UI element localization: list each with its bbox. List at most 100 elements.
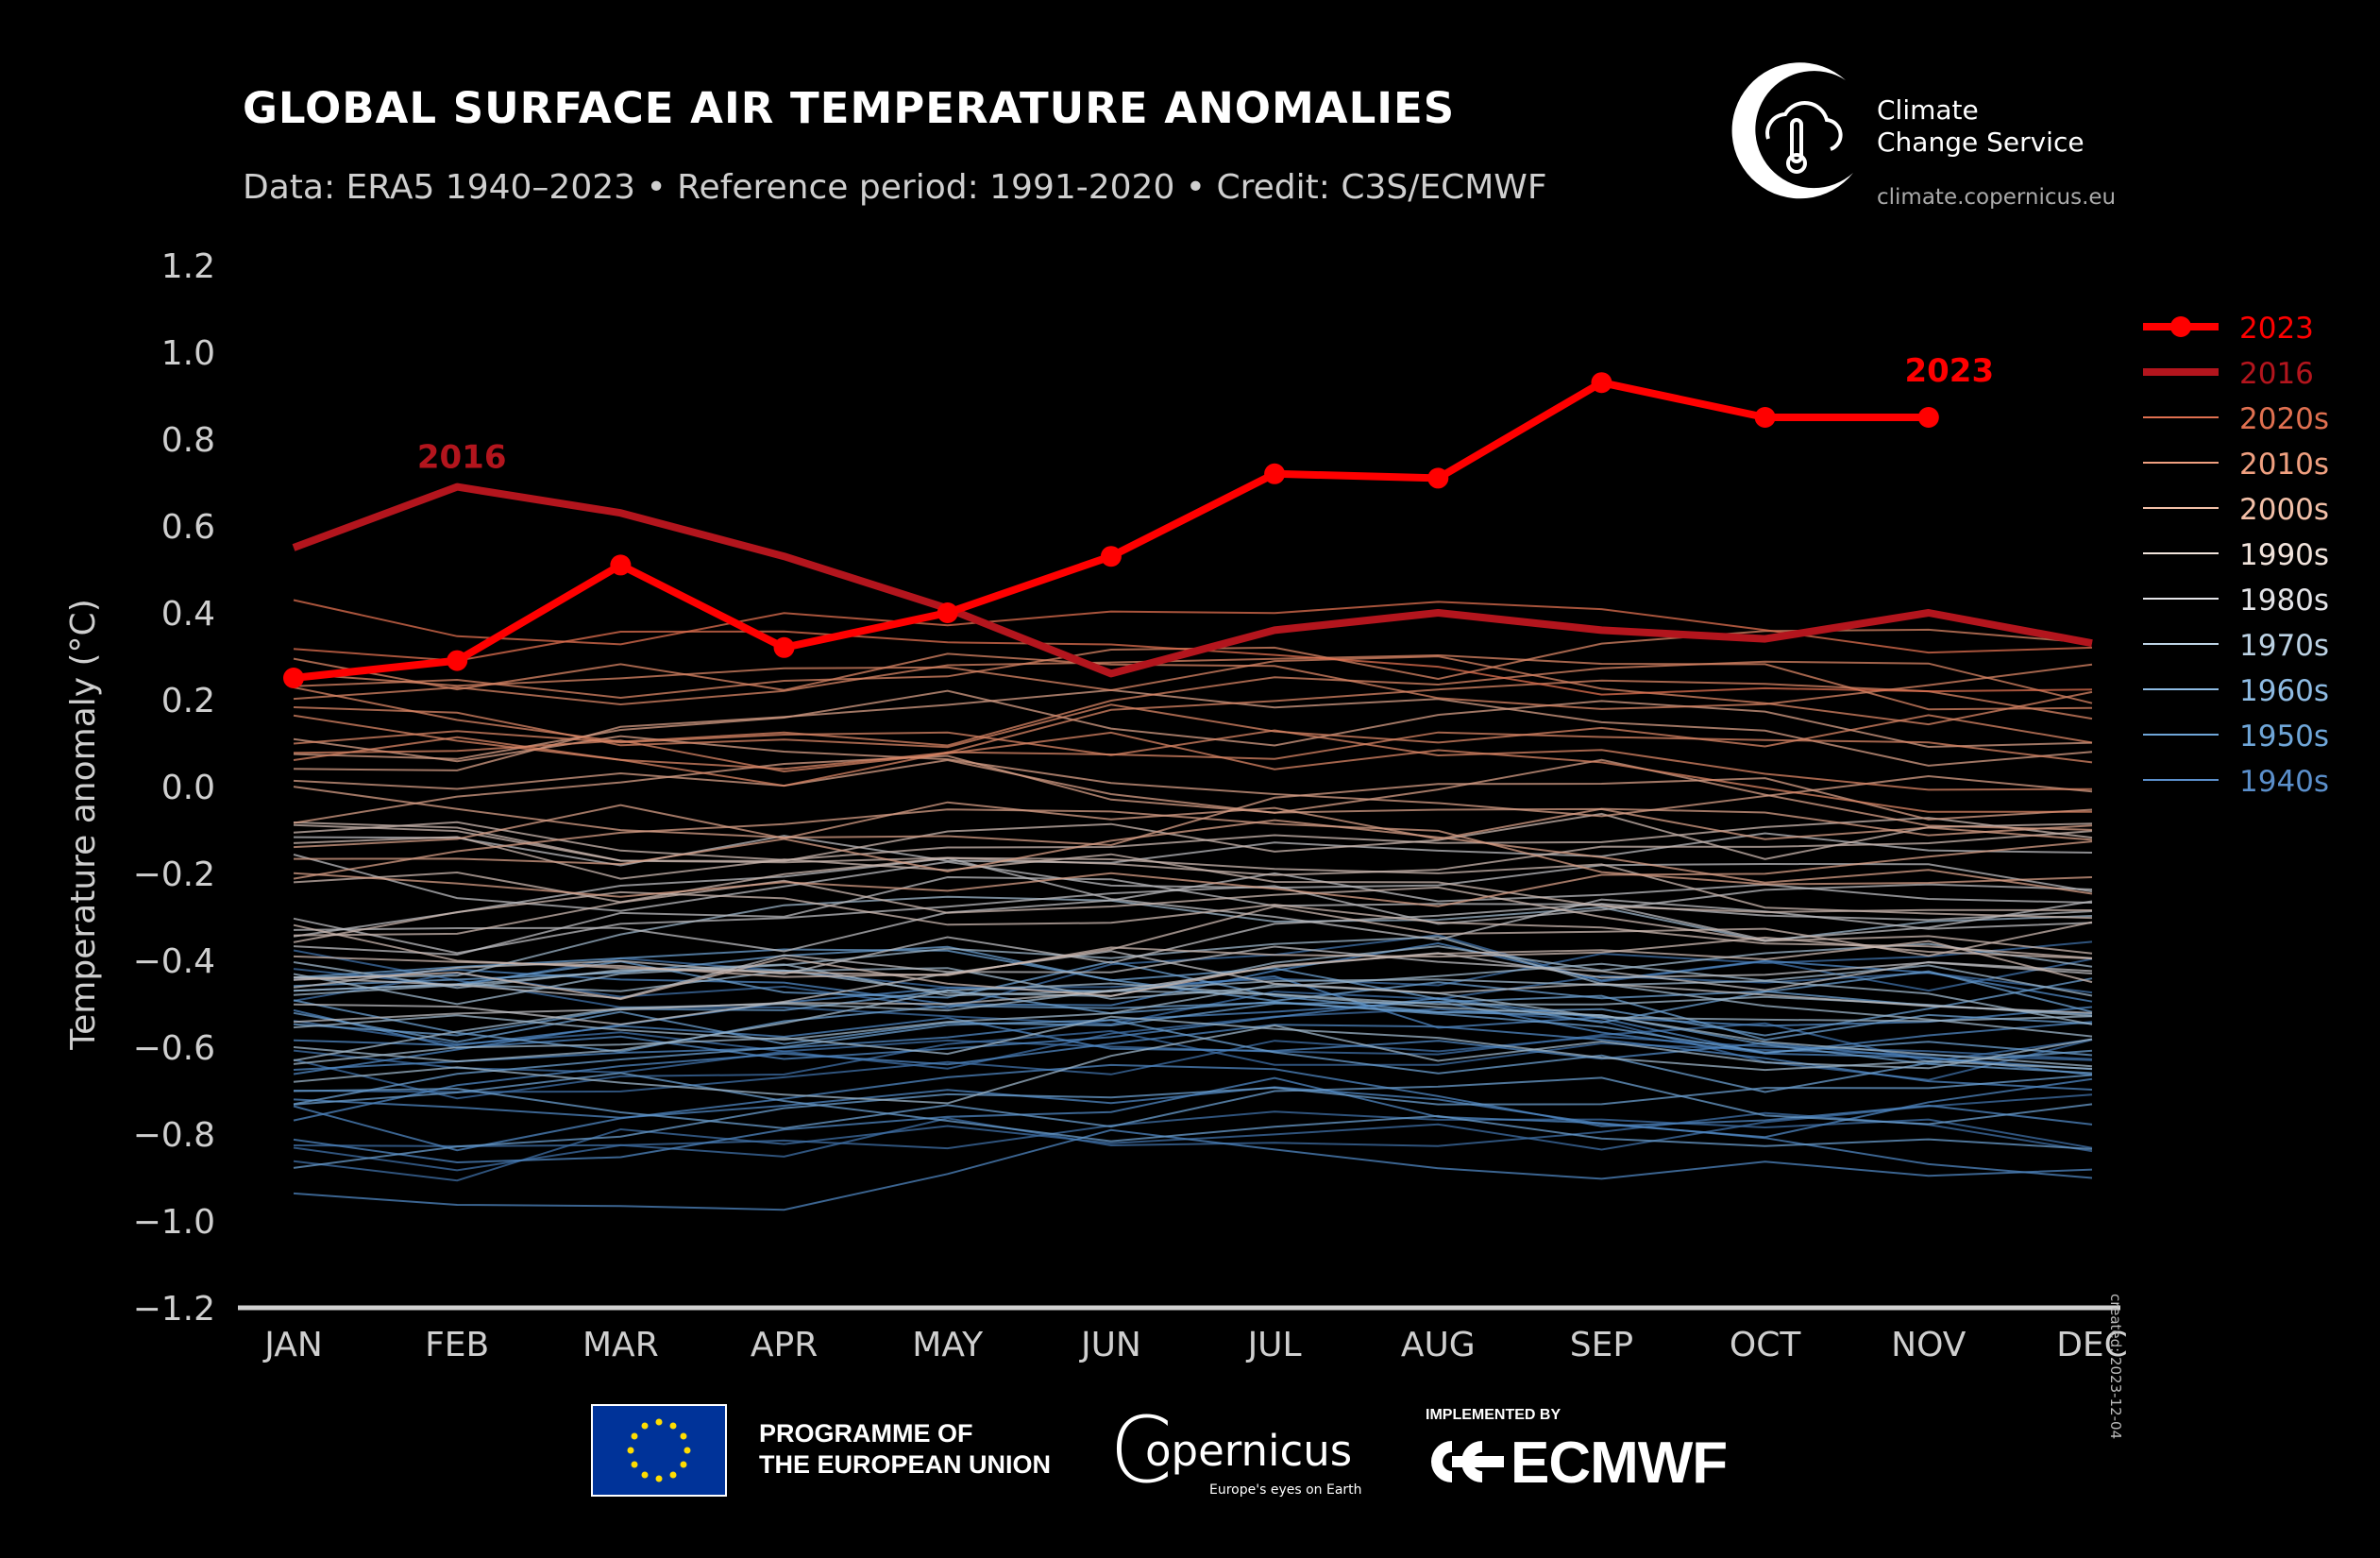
- y-tick-label: −0.6: [133, 1029, 215, 1068]
- decade-line-2000s: [293, 819, 2093, 895]
- x-tick-label: MAR: [582, 1326, 659, 1364]
- c3s-name: Climate Change Service: [1877, 94, 2085, 159]
- eu-stars-icon: [627, 1418, 691, 1482]
- x-tick-label: MAY: [912, 1326, 984, 1364]
- y-tick-label: 0.8: [161, 421, 215, 460]
- decade-line-2010s: [293, 653, 2093, 711]
- series-point-2023: [1917, 407, 1939, 428]
- y-tick-label: −0.4: [133, 942, 215, 981]
- copernicus-c: C: [1109, 1397, 1173, 1503]
- decade-line-1950s: [293, 996, 2093, 1076]
- decade-line-2010s: [293, 660, 2093, 747]
- decade-line-1980s: [293, 950, 2093, 1025]
- decade-line-1980s: [293, 952, 2093, 1024]
- decade-line-1960s: [293, 994, 2093, 1045]
- series-point-2023: [283, 668, 304, 688]
- series-line-2016: [292, 483, 2093, 678]
- decade-line-1950s: [293, 974, 2093, 1075]
- series-point-2023: [1754, 407, 1776, 428]
- c3s-url[interactable]: climate.copernicus.eu: [1877, 185, 2117, 210]
- chart: 1.2 1.0 0.8 0.6 0.4 0.2 0.0 −0.2 −0.4 −0.6 −0.8 −1.…: [64, 247, 2329, 1364]
- decade-line-1990s: [293, 836, 2093, 914]
- eu-line1: PROGRAMME OF: [759, 1419, 973, 1448]
- implemented-by-label: IMPLEMENTED BY: [1426, 1407, 1561, 1423]
- x-tick-label: APR: [751, 1326, 818, 1364]
- decade-line-2000s: [293, 689, 2093, 760]
- decade-line-1990s: [293, 905, 2093, 978]
- legend-label-1990s: 1990s: [2239, 538, 2329, 572]
- eu-programme-label: PROGRAMME OF THE EUROPEAN UNION: [759, 1418, 1051, 1481]
- x-tick-label: JUL: [1246, 1326, 1302, 1364]
- decade-line-1970s: [293, 1015, 2093, 1072]
- decade-line-2000s: [293, 808, 2093, 886]
- decade-line-1970s: [293, 978, 2093, 1062]
- eu-star-icon: [641, 1471, 649, 1479]
- x-tick-label: NOV: [1891, 1326, 1966, 1364]
- decade-line-2010s: [293, 655, 2093, 726]
- decade-line-1940s: [293, 1110, 2093, 1172]
- decade-line-1940s: [293, 1093, 2093, 1182]
- series-point-2023: [937, 602, 958, 623]
- decade-line-2000s: [293, 688, 2093, 771]
- legend-label-1950s: 1950s: [2239, 720, 2329, 754]
- decade-line-1970s: [293, 982, 2093, 1068]
- decade-line-1940s: [293, 1008, 2093, 1081]
- c3s-line1: Climate: [1877, 94, 1979, 126]
- copernicus-wordmark: opernicus: [1145, 1426, 1353, 1476]
- x-tick-label: FEB: [425, 1326, 489, 1364]
- y-tick-label: 0.6: [161, 508, 215, 547]
- series-point-2023: [447, 650, 468, 671]
- decade-line-2010s: [293, 731, 2093, 787]
- x-tick-label: DEC: [2056, 1326, 2128, 1364]
- ecmwf-wordmark: ECMWF: [1511, 1431, 1728, 1496]
- legend-label-1940s: 1940s: [2239, 765, 2329, 799]
- y-axis-label: Temperature anomaly (°C): [64, 599, 103, 1051]
- decade-line-1960s: [293, 989, 2093, 1057]
- decade-line-1990s: [293, 879, 2093, 955]
- legend-marker-2023: [2170, 316, 2191, 337]
- decade-line-1960s: [293, 948, 2093, 1015]
- chart-title: GLOBAL SURFACE AIR TEMPERATURE ANOMALIES: [243, 83, 1456, 133]
- x-tick-label: SEP: [1570, 1326, 1633, 1364]
- decade-line-1960s: [293, 999, 2093, 1075]
- legend-label-2000s: 2000s: [2239, 493, 2329, 527]
- series-point-2023: [1100, 546, 1122, 567]
- decade-line-1950s: [293, 1024, 2093, 1122]
- y-tick-label: −1.2: [133, 1290, 215, 1329]
- x-tick-label: AUG: [1401, 1326, 1476, 1364]
- decade-line-2000s: [293, 758, 2093, 831]
- eu-line2: THE EUROPEAN UNION: [759, 1450, 1052, 1479]
- created-date: created: 2023-12-04: [2107, 1294, 2124, 1440]
- decade-line-1960s: [293, 1072, 2093, 1150]
- x-tick-label: OCT: [1730, 1326, 1801, 1364]
- series-point-2023: [1427, 467, 1449, 489]
- eu-star-icon: [684, 1447, 691, 1454]
- eu-star-icon: [680, 1432, 687, 1440]
- legend-label-2016: 2016: [2239, 357, 2314, 391]
- series-label-2023: 2023: [1904, 352, 1994, 390]
- c3s-logo-icon: [1731, 62, 1853, 199]
- x-tick-label: JUN: [1079, 1326, 1141, 1364]
- ecmwf-mark-icon: [1431, 1441, 1504, 1482]
- eu-star-icon: [669, 1471, 677, 1479]
- y-tick-label: 1.0: [161, 334, 215, 373]
- eu-star-icon: [641, 1422, 649, 1430]
- decade-line-2000s: [293, 754, 2093, 841]
- decade-line-1980s: [293, 903, 2093, 989]
- eu-star-icon: [655, 1475, 663, 1482]
- decade-line-2010s: [293, 731, 2093, 813]
- decade-line-1980s: [293, 854, 2093, 912]
- decade-line-1980s: [293, 875, 2093, 957]
- eu-star-icon: [680, 1461, 687, 1468]
- decade-line-1950s: [293, 1128, 2093, 1211]
- legend-label-1980s: 1980s: [2239, 584, 2329, 618]
- decade-line-2000s: [293, 840, 2093, 907]
- y-tick-label: 1.2: [161, 247, 215, 286]
- decade-line-1970s: [293, 962, 2093, 1000]
- y-tick-label: 0.0: [161, 769, 215, 807]
- decade-line-1980s: [293, 832, 2093, 867]
- decade-line-1980s: [293, 945, 2093, 1000]
- decade-line-2000s: [293, 777, 2093, 847]
- decade-line-1990s: [293, 856, 2093, 920]
- series-point-2023: [610, 554, 632, 576]
